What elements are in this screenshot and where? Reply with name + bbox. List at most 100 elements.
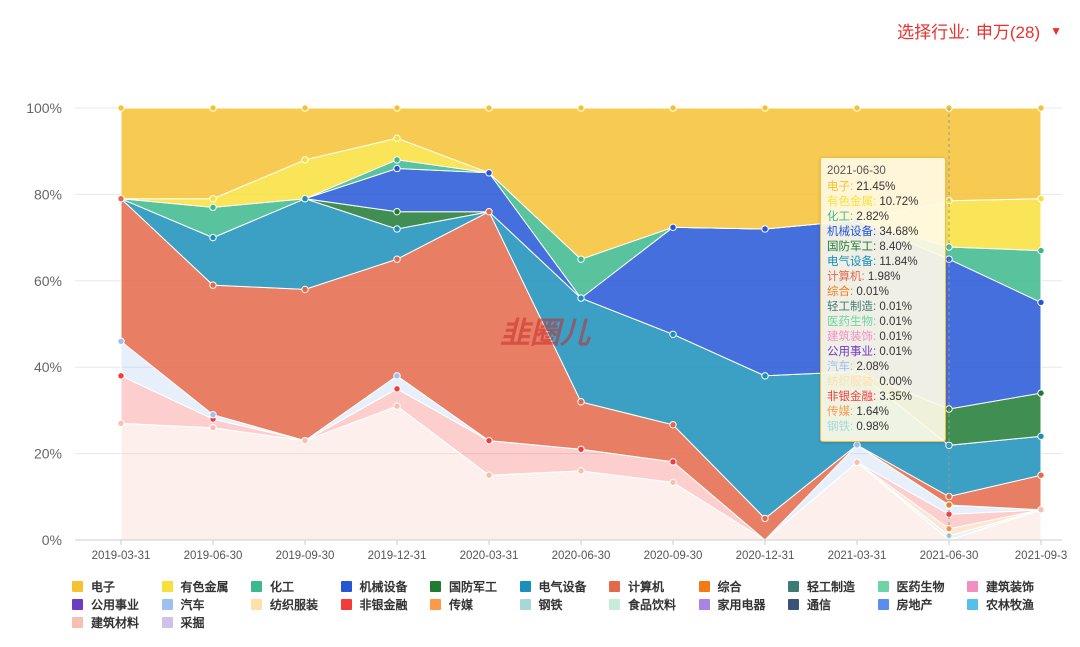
tooltip-entry-name: 轻工制造: [827, 301, 873, 313]
marker-非银金融: [117, 372, 125, 380]
legend-swatch: [698, 598, 710, 610]
legend-swatch: [430, 580, 441, 592]
chart-legend: 电子 有色金属 化工 机械设备 国防军工 电气设备 计算机 综合 轻工制造 医药生物 建筑装饰公用事…: [72, 578, 1072, 630]
legend-item[interactable]: 计算机: [609, 578, 699, 594]
marker-电子: [301, 104, 309, 112]
industry-selector-value: 申万(28): [975, 23, 1041, 42]
marker-电气设备: [209, 233, 217, 242]
tooltip-entry-value: 34.68%: [879, 226, 919, 238]
x-tick-label: 2020-12-31: [736, 550, 795, 562]
legend-item[interactable]: 电气设备: [519, 578, 610, 594]
chevron-down-icon: ▼: [1050, 23, 1062, 38]
legend-label: 钢铁: [538, 597, 563, 612]
legend-item[interactable]: 机械设备: [340, 578, 431, 594]
legend-item[interactable]: 钢铁: [519, 596, 610, 612]
legend-item[interactable]: 有色金属: [161, 578, 252, 594]
y-tick-label: 80%: [34, 186, 62, 202]
legend-item[interactable]: 家用电器: [698, 596, 789, 612]
marker-建筑材料: [117, 419, 125, 428]
tooltip-entry: 电气设备: 11.84%: [827, 256, 918, 268]
legend-label: 综合: [717, 579, 742, 594]
legend-item[interactable]: 化工: [251, 578, 341, 594]
tooltip-entry: 建筑装饰: 0.01%: [827, 331, 912, 343]
legend-item[interactable]: 食品饮料: [609, 596, 699, 612]
tooltip-entry-value: 0.01%: [879, 316, 912, 328]
marker-化工: [1037, 246, 1045, 255]
legend-swatch: [967, 580, 978, 592]
marker-电子: [393, 104, 401, 112]
x-tick-label: 2019-06-30: [184, 550, 243, 562]
marker-电气设备: [669, 330, 677, 338]
marker-机械设备: [669, 223, 677, 232]
tooltip-entry: 轻工制造: 0.01%: [827, 301, 912, 313]
marker-有色金属: [209, 195, 217, 203]
marker-电子: [669, 104, 677, 112]
legend-label: 电子: [91, 579, 116, 594]
x-tick-label: 2020-03-31: [460, 550, 519, 562]
legend-item[interactable]: 国防军工: [430, 578, 520, 594]
legend-label: 纺织服装: [270, 597, 319, 612]
tooltip-entry-value: 8.40%: [879, 241, 912, 253]
legend-item[interactable]: 非银金融: [340, 596, 431, 612]
legend-item[interactable]: 综合: [698, 578, 789, 594]
legend-item[interactable]: 汽车: [161, 596, 252, 612]
legend-item[interactable]: 通信: [788, 596, 878, 612]
tooltip-entry-name: 电气设备: [827, 256, 873, 268]
tooltip-entry: 非银金融: 3.35%: [827, 391, 912, 403]
legend-swatch: [967, 598, 978, 610]
marker-有色金属: [393, 134, 401, 142]
marker-汽车: [853, 441, 861, 449]
legend-label: 家用电器: [717, 597, 766, 612]
tooltip-entry: 有色金属: 10.72%: [827, 196, 919, 208]
legend-label: 电气设备: [538, 579, 587, 594]
marker-计算机: [209, 281, 217, 289]
tooltip-entry-name: 医药生物: [827, 316, 873, 328]
legend-item[interactable]: 建筑装饰: [967, 578, 1057, 594]
x-tick-label: 2021-09-3: [1015, 550, 1067, 562]
legend-swatch: [72, 598, 83, 610]
legend-label: 计算机: [628, 579, 665, 594]
legend-swatch: [161, 580, 173, 592]
tooltip-entry-value: 0.01%: [879, 346, 912, 358]
legend-item[interactable]: 电子: [72, 578, 162, 594]
marker-汽车: [393, 372, 401, 380]
legend-label: 化工: [270, 579, 295, 594]
marker-机械设备: [485, 169, 493, 177]
legend-item[interactable]: 农林牧渔: [967, 596, 1057, 612]
marker-汽车: [117, 337, 125, 345]
legend-item[interactable]: 纺织服装: [251, 596, 341, 612]
tooltip-entry-value: 10.72%: [879, 196, 919, 208]
tooltip-entry-value: 11.84%: [879, 256, 918, 268]
legend-item[interactable]: 公用事业: [72, 596, 162, 612]
legend-item[interactable]: 传媒: [430, 596, 520, 612]
marker-化工: [393, 156, 401, 164]
tooltip-entry-value: 0.01%: [879, 301, 912, 313]
x-tick-label: 2020-09-30: [644, 550, 703, 562]
legend-item[interactable]: 房地产: [877, 596, 968, 612]
tooltip-entry-name: 钢铁: [827, 421, 850, 433]
industry-selector[interactable]: 选择行业: 申万(28) ▼: [897, 18, 1062, 43]
legend-label: 汽车: [180, 597, 205, 612]
marker-非银金融: [393, 385, 401, 393]
legend-item[interactable]: 采掘: [161, 614, 252, 630]
legend-label: 非银金融: [359, 597, 408, 612]
legend-swatch: [430, 598, 441, 610]
legend-swatch: [609, 598, 620, 610]
marker-建筑材料: [853, 458, 861, 466]
marker-化工: [209, 203, 217, 212]
tooltip-entry: 纺织服装: 0.00%: [827, 376, 912, 388]
legend-item[interactable]: 建筑材料: [72, 614, 162, 630]
chart-tooltip: 2021-06-30 电子: 21.45% 有色金属: 10.72% 化工: 2.8…: [820, 157, 946, 442]
legend-swatch: [72, 580, 83, 592]
marker-非银金融: [669, 458, 677, 466]
data-markers: [117, 104, 1045, 540]
tooltip-date: 2021-06-30: [827, 165, 886, 177]
marker-非银金融: [485, 436, 493, 445]
legend-item[interactable]: 轻工制造: [788, 578, 878, 594]
legend-swatch: [251, 598, 262, 610]
legend-item[interactable]: 医药生物: [877, 578, 968, 594]
legend-label: 轻工制造: [807, 579, 856, 594]
marker-电气设备: [301, 195, 309, 203]
legend-label: 通信: [807, 597, 832, 612]
legend-swatch: [519, 580, 531, 592]
